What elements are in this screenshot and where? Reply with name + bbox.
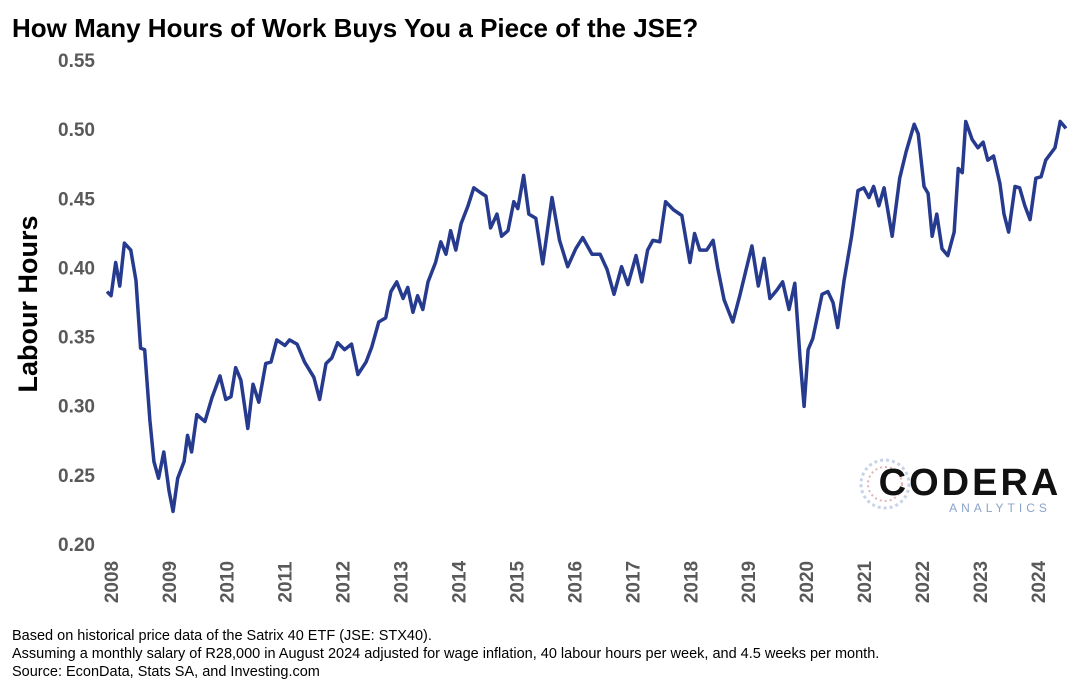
logo-name: CODERA — [879, 462, 1062, 504]
x-tick-label: 2018 — [681, 561, 702, 603]
chart-title: How Many Hours of Work Buys You a Piece … — [12, 13, 698, 43]
x-tick-label: 2020 — [797, 561, 818, 603]
x-tick-label: 2013 — [392, 561, 413, 603]
x-tick-label: 2022 — [913, 561, 934, 603]
footnote: Based on historical price data of the Sa… — [12, 628, 432, 644]
y-tick-label: 0.30 — [58, 397, 95, 418]
y-axis-label: Labour Hours — [13, 215, 43, 392]
y-tick-label: 0.40 — [58, 258, 95, 279]
x-tick-label: 2017 — [623, 561, 644, 603]
x-tick-label: 2011 — [276, 561, 297, 603]
logo-mark — [867, 466, 903, 502]
x-tick-label: 2021 — [855, 560, 876, 603]
footnote: Source: EconData, Stats SA, and Investin… — [12, 664, 320, 680]
y-tick-label: 0.20 — [58, 535, 95, 556]
x-tick-label: 2024 — [1029, 560, 1050, 603]
y-tick-label: 0.55 — [58, 51, 95, 72]
x-tick-label: 2014 — [449, 560, 470, 603]
x-tick-label: 2016 — [565, 561, 586, 603]
x-tick-label: 2019 — [739, 561, 760, 603]
logo: CODERA ANALYTICS — [859, 458, 1062, 515]
logo-tagline: ANALYTICS — [949, 501, 1051, 515]
y-tick-label: 0.35 — [58, 328, 95, 349]
x-tick-label: 2023 — [971, 561, 992, 603]
y-tick-label: 0.25 — [58, 466, 95, 487]
x-tick-label: 2012 — [334, 561, 355, 603]
data-line — [105, 119, 1068, 514]
y-tick-label: 0.50 — [58, 120, 95, 141]
x-tick-label: 2010 — [218, 561, 239, 603]
y-tick-label: 0.45 — [58, 189, 95, 210]
x-tick-label: 2015 — [507, 560, 528, 603]
logo-mark — [859, 458, 911, 510]
footnote: Assuming a monthly salary of R28,000 in … — [12, 646, 879, 662]
x-tick-label: 2009 — [160, 561, 181, 603]
x-tick-label: 2008 — [102, 561, 123, 603]
